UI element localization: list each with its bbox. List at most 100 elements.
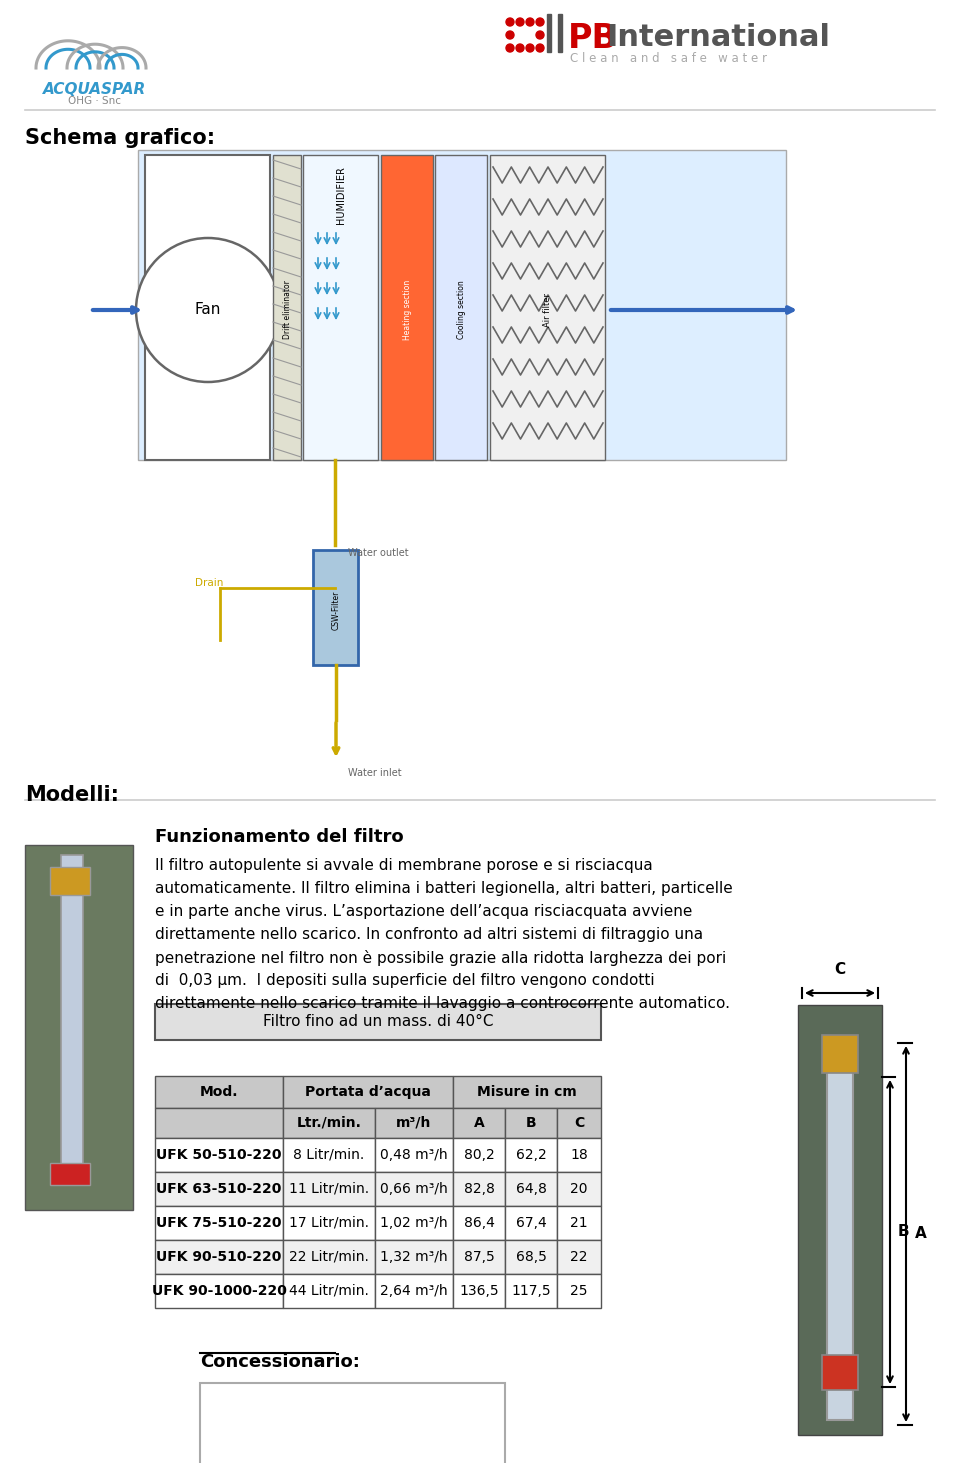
Text: 18: 18	[570, 1148, 588, 1162]
Bar	[273, 155, 301, 459]
Text: Filtro fino ad un mass. di 40°C: Filtro fino ad un mass. di 40°C	[263, 1014, 493, 1030]
Bar	[200, 1383, 505, 1463]
Bar	[453, 1075, 601, 1107]
Text: 2,64 m³/h: 2,64 m³/h	[380, 1285, 447, 1298]
Bar	[505, 1138, 557, 1172]
Bar	[61, 854, 83, 1165]
Text: International: International	[606, 23, 830, 53]
Bar	[283, 1274, 375, 1308]
Bar	[557, 1241, 601, 1274]
Text: Water inlet: Water inlet	[348, 768, 401, 778]
Bar	[155, 1004, 601, 1040]
Bar	[283, 1206, 375, 1241]
Text: 17 Litr/min.: 17 Litr/min.	[289, 1216, 369, 1230]
Bar	[375, 1241, 453, 1274]
Bar	[557, 1274, 601, 1308]
Text: 22: 22	[570, 1249, 588, 1264]
Bar	[155, 1075, 283, 1107]
Bar	[827, 1040, 853, 1421]
Text: B: B	[526, 1116, 537, 1129]
Text: A: A	[915, 1226, 926, 1242]
Bar	[283, 1241, 375, 1274]
Bar	[557, 1172, 601, 1206]
Bar	[145, 155, 270, 459]
Text: Portata d’acqua: Portata d’acqua	[305, 1086, 431, 1099]
Text: 0,66 m³/h: 0,66 m³/h	[380, 1182, 448, 1195]
Bar	[50, 868, 90, 895]
Text: UFK 50-510-220: UFK 50-510-220	[156, 1148, 281, 1162]
Bar	[25, 846, 133, 1210]
Bar	[155, 1138, 283, 1172]
Text: Fan: Fan	[195, 303, 221, 317]
Text: Ltr./min.: Ltr./min.	[297, 1116, 361, 1129]
Bar	[375, 1107, 453, 1138]
Text: UFK 75-510-220: UFK 75-510-220	[156, 1216, 281, 1230]
Text: 136,5: 136,5	[459, 1285, 499, 1298]
Text: 21: 21	[570, 1216, 588, 1230]
Circle shape	[506, 31, 514, 40]
Text: 11 Litr/min.: 11 Litr/min.	[289, 1182, 369, 1195]
Text: 62,2: 62,2	[516, 1148, 546, 1162]
Text: 8 Litr/min.: 8 Litr/min.	[294, 1148, 365, 1162]
Text: 44 Litr/min.: 44 Litr/min.	[289, 1285, 369, 1298]
Bar	[798, 1005, 882, 1435]
Bar	[547, 15, 551, 53]
Circle shape	[536, 44, 544, 53]
Text: OHG · Snc: OHG · Snc	[68, 97, 122, 105]
Text: UFK 63-510-220: UFK 63-510-220	[156, 1182, 281, 1195]
Text: 20: 20	[570, 1182, 588, 1195]
Bar	[453, 1107, 505, 1138]
Circle shape	[136, 238, 280, 382]
Bar	[453, 1274, 505, 1308]
Text: Mod.: Mod.	[200, 1086, 238, 1099]
Text: B: B	[898, 1225, 910, 1239]
Text: Heating section: Heating section	[402, 279, 412, 339]
Bar	[283, 1172, 375, 1206]
Bar	[505, 1172, 557, 1206]
Text: PB: PB	[568, 22, 618, 54]
Text: ACQUASPAR: ACQUASPAR	[43, 82, 147, 97]
Bar	[375, 1172, 453, 1206]
Text: UFK 90-1000-220: UFK 90-1000-220	[152, 1285, 286, 1298]
Circle shape	[516, 44, 524, 53]
Text: 80,2: 80,2	[464, 1148, 494, 1162]
Bar	[490, 155, 605, 459]
Text: 1,02 m³/h: 1,02 m³/h	[380, 1216, 447, 1230]
Circle shape	[526, 44, 534, 53]
Text: Schema grafico:: Schema grafico:	[25, 127, 215, 148]
Bar	[505, 1107, 557, 1138]
Bar	[155, 1241, 283, 1274]
Text: UFK 90-510-220: UFK 90-510-220	[156, 1249, 281, 1264]
Circle shape	[506, 44, 514, 53]
Bar	[558, 15, 562, 53]
Text: penetrazione nel filtro non è possibile grazie alla ridotta larghezza dei pori: penetrazione nel filtro non è possibile …	[155, 949, 727, 966]
Text: 86,4: 86,4	[464, 1216, 494, 1230]
Bar	[375, 1206, 453, 1241]
Bar	[283, 1138, 375, 1172]
Bar	[453, 1138, 505, 1172]
Bar	[557, 1138, 601, 1172]
Text: 82,8: 82,8	[464, 1182, 494, 1195]
Bar	[313, 550, 358, 666]
Text: e in parte anche virus. L’asportazione dell’acqua risciacquata avviene: e in parte anche virus. L’asportazione d…	[155, 904, 692, 919]
Bar	[50, 1163, 90, 1185]
Bar	[155, 1274, 283, 1308]
Text: 87,5: 87,5	[464, 1249, 494, 1264]
Bar	[505, 1241, 557, 1274]
Bar	[155, 1107, 283, 1138]
Text: automaticamente. Il filtro elimina i batteri legionella, altri batteri, particel: automaticamente. Il filtro elimina i bat…	[155, 881, 732, 895]
Bar	[557, 1107, 601, 1138]
Bar	[557, 1206, 601, 1241]
Text: 64,8: 64,8	[516, 1182, 546, 1195]
Text: 67,4: 67,4	[516, 1216, 546, 1230]
Bar	[303, 155, 378, 459]
Bar	[505, 1206, 557, 1241]
Bar	[453, 1206, 505, 1241]
Text: Funzionamento del filtro: Funzionamento del filtro	[155, 828, 403, 846]
Text: direttamente nello scarico. In confronto ad altri sistemi di filtraggio una: direttamente nello scarico. In confronto…	[155, 928, 703, 942]
Bar	[138, 151, 786, 459]
Bar	[283, 1075, 453, 1107]
Bar	[155, 1172, 283, 1206]
Text: 1,32 m³/h: 1,32 m³/h	[380, 1249, 447, 1264]
Bar	[822, 1355, 858, 1390]
